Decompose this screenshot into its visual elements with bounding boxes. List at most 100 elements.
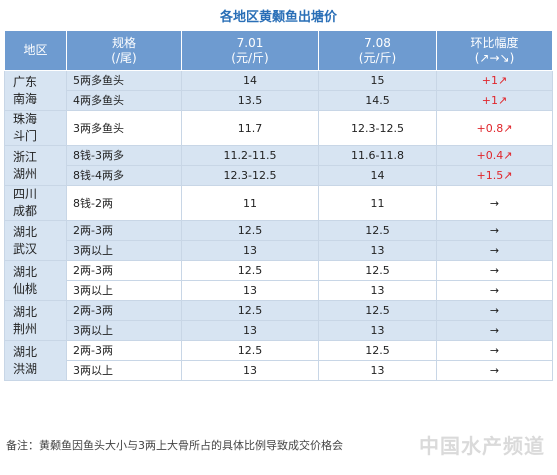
change-cell: →	[436, 220, 553, 241]
header-date1: 7.01 (元/斤)	[181, 30, 319, 71]
change-cell: →	[436, 340, 553, 361]
region-province: 湖北	[13, 344, 38, 359]
region-city: 荆州	[13, 321, 38, 336]
footnote: 备注：黄颡鱼因鱼头大小与3两上大骨所占的具体比例导致成交价格会	[6, 439, 343, 452]
price-701-cell: 13	[181, 280, 319, 301]
change-cell: +1↗	[436, 70, 553, 91]
region-cell: 湖北 洪湖	[4, 340, 67, 381]
table-row: 浙江 湖州 8钱-3两多 11.2-11.5 11.6-11.8 +0.4↗	[4, 145, 553, 186]
table-row: 湖北 仙桃 2两-3两 12.5 12.5 →	[4, 260, 553, 301]
region-province: 湖北	[13, 304, 38, 319]
header-date1-line2: (元/斤)	[231, 50, 269, 65]
header-spec-line1: 规格	[111, 35, 136, 50]
spec-cell: 5两多鱼头	[66, 70, 182, 91]
change-cell: →	[436, 185, 553, 221]
price-701-cell: 12.5	[181, 300, 319, 321]
table-row: 四川 成都 8钱-2两 11 11 →	[4, 185, 553, 221]
region-city: 斗门	[13, 129, 38, 143]
spec-cell: 8钱-2两	[66, 185, 182, 221]
change-cell: →	[436, 280, 553, 301]
price-708-cell: 13	[318, 240, 437, 261]
region-city: 洪湖	[13, 361, 38, 376]
price-708-cell: 14.5	[318, 90, 437, 111]
region-cell: 广东 南海	[4, 70, 67, 111]
region-province: 广东	[13, 74, 38, 89]
price-708-cell: 13	[318, 320, 437, 341]
change-cell: →	[436, 360, 553, 381]
price-708-cell: 11	[318, 185, 437, 221]
table-row: 湖北 武汉 2两-3两 12.5 12.5 →	[4, 220, 553, 261]
header-change: 环比幅度 (↗→↘)	[436, 30, 553, 71]
table-row: 4两多鱼头 13.5 14.5 +1↗	[5, 90, 553, 111]
region-province: 湖北	[13, 264, 38, 279]
price-708-cell: 15	[318, 70, 437, 91]
table-row: 3两以上 13 13 →	[5, 240, 553, 261]
region-city: 仙桃	[13, 281, 38, 296]
price-701-cell: 12.3-12.5	[181, 165, 319, 186]
table-row: 广东 南海 5两多鱼头 14 15 +1↗	[4, 70, 553, 111]
region-province: 四川	[13, 187, 38, 201]
change-cell: +0.4↗	[436, 145, 553, 166]
table-body: 广东 南海 5两多鱼头 14 15 +1↗ 4两多鱼头 13.5 14.5 +1↗ 珠海 斗门 3两多鱼…	[4, 70, 553, 381]
change-cell: →	[436, 300, 553, 321]
price-708-cell: 12.5	[318, 340, 437, 361]
table-row: 3两以上 13 13 →	[5, 360, 553, 381]
header-change-line2: (↗→↘)	[474, 50, 515, 65]
header-date2-line1: 7.08	[364, 35, 391, 50]
price-table: 地区 规格 (/尾) 7.01 (元/斤) 7.08 (元/斤) 环比幅度 (↗→↘) …	[4, 30, 553, 381]
price-708-cell: 13	[318, 280, 437, 301]
price-701-cell: 14	[181, 70, 319, 91]
region-cell: 湖北 仙桃	[4, 260, 67, 301]
table-title: 各地区黄颡鱼出塘价	[219, 10, 337, 25]
region-cell: 湖北 荆州	[4, 300, 67, 341]
price-701-cell: 13	[181, 320, 319, 341]
price-708-cell: 12.5	[318, 220, 437, 241]
region-city: 成都	[13, 204, 38, 218]
header-date2-line2: (元/斤)	[358, 50, 397, 65]
change-cell: →	[436, 240, 553, 261]
spec-cell: 2两-3两	[66, 260, 182, 281]
change-cell: +1↗	[436, 90, 553, 111]
region-cell: 珠海 斗门	[4, 110, 67, 146]
spec-cell: 2两-3两	[66, 220, 182, 241]
spec-cell: 2两-3两	[66, 340, 182, 361]
spec-cell: 8钱-3两多	[66, 145, 182, 166]
spec-cell: 3两以上	[66, 240, 182, 261]
price-701-cell: 11	[181, 185, 319, 221]
price-708-cell: 12.5	[318, 260, 437, 281]
table-row: 3两以上 13 13 →	[5, 280, 553, 301]
header-date1-line1: 7.01	[236, 35, 264, 50]
region-cell: 浙江 湖州	[4, 145, 67, 186]
price-701-cell: 12.5	[181, 220, 319, 241]
header-row: 地区 规格 (/尾) 7.01 (元/斤) 7.08 (元/斤) 环比幅度 (↗→↘)	[4, 30, 553, 71]
table-row: 湖北 洪湖 2两-3两 12.5 12.5 →	[4, 340, 553, 381]
spec-cell: 8钱-4两多	[66, 165, 182, 186]
price-701-cell: 13	[181, 240, 319, 261]
price-708-cell: 11.6-11.8	[318, 145, 437, 166]
spec-cell: 2两-3两	[66, 300, 182, 321]
change-cell: +0.8↗	[436, 110, 553, 146]
price-708-cell: 14	[318, 165, 437, 186]
watermark-logo: 中国水产频道	[419, 434, 545, 458]
region-city: 湖州	[13, 166, 38, 181]
price-701-cell: 12.5	[181, 340, 319, 361]
table-row: 湖北 荆州 2两-3两 12.5 12.5 →	[4, 300, 553, 341]
spec-cell: 4两多鱼头	[66, 90, 182, 111]
header-date2: 7.08 (元/斤)	[318, 30, 437, 71]
change-cell: →	[436, 320, 553, 341]
spec-cell: 3两以上	[66, 320, 182, 341]
price-701-cell: 13	[181, 360, 319, 381]
region-cell: 四川 成都	[4, 185, 67, 221]
header-change-line1: 环比幅度	[470, 35, 519, 50]
region-cell: 湖北 武汉	[4, 220, 67, 261]
price-708-cell: 12.5	[318, 300, 437, 321]
table-row: 3两以上 13 13 →	[5, 320, 553, 341]
price-701-cell: 11.2-11.5	[181, 145, 319, 166]
spec-cell: 3两以上	[66, 280, 182, 301]
spec-cell: 3两以上	[66, 360, 182, 381]
change-cell: +1.5↗	[436, 165, 553, 186]
price-708-cell: 13	[318, 360, 437, 381]
price-701-cell: 12.5	[181, 260, 319, 281]
price-701-cell: 13.5	[181, 90, 319, 111]
table-row: 珠海 斗门 3两多鱼头 11.7 12.3-12.5 +0.8↗	[4, 110, 553, 146]
